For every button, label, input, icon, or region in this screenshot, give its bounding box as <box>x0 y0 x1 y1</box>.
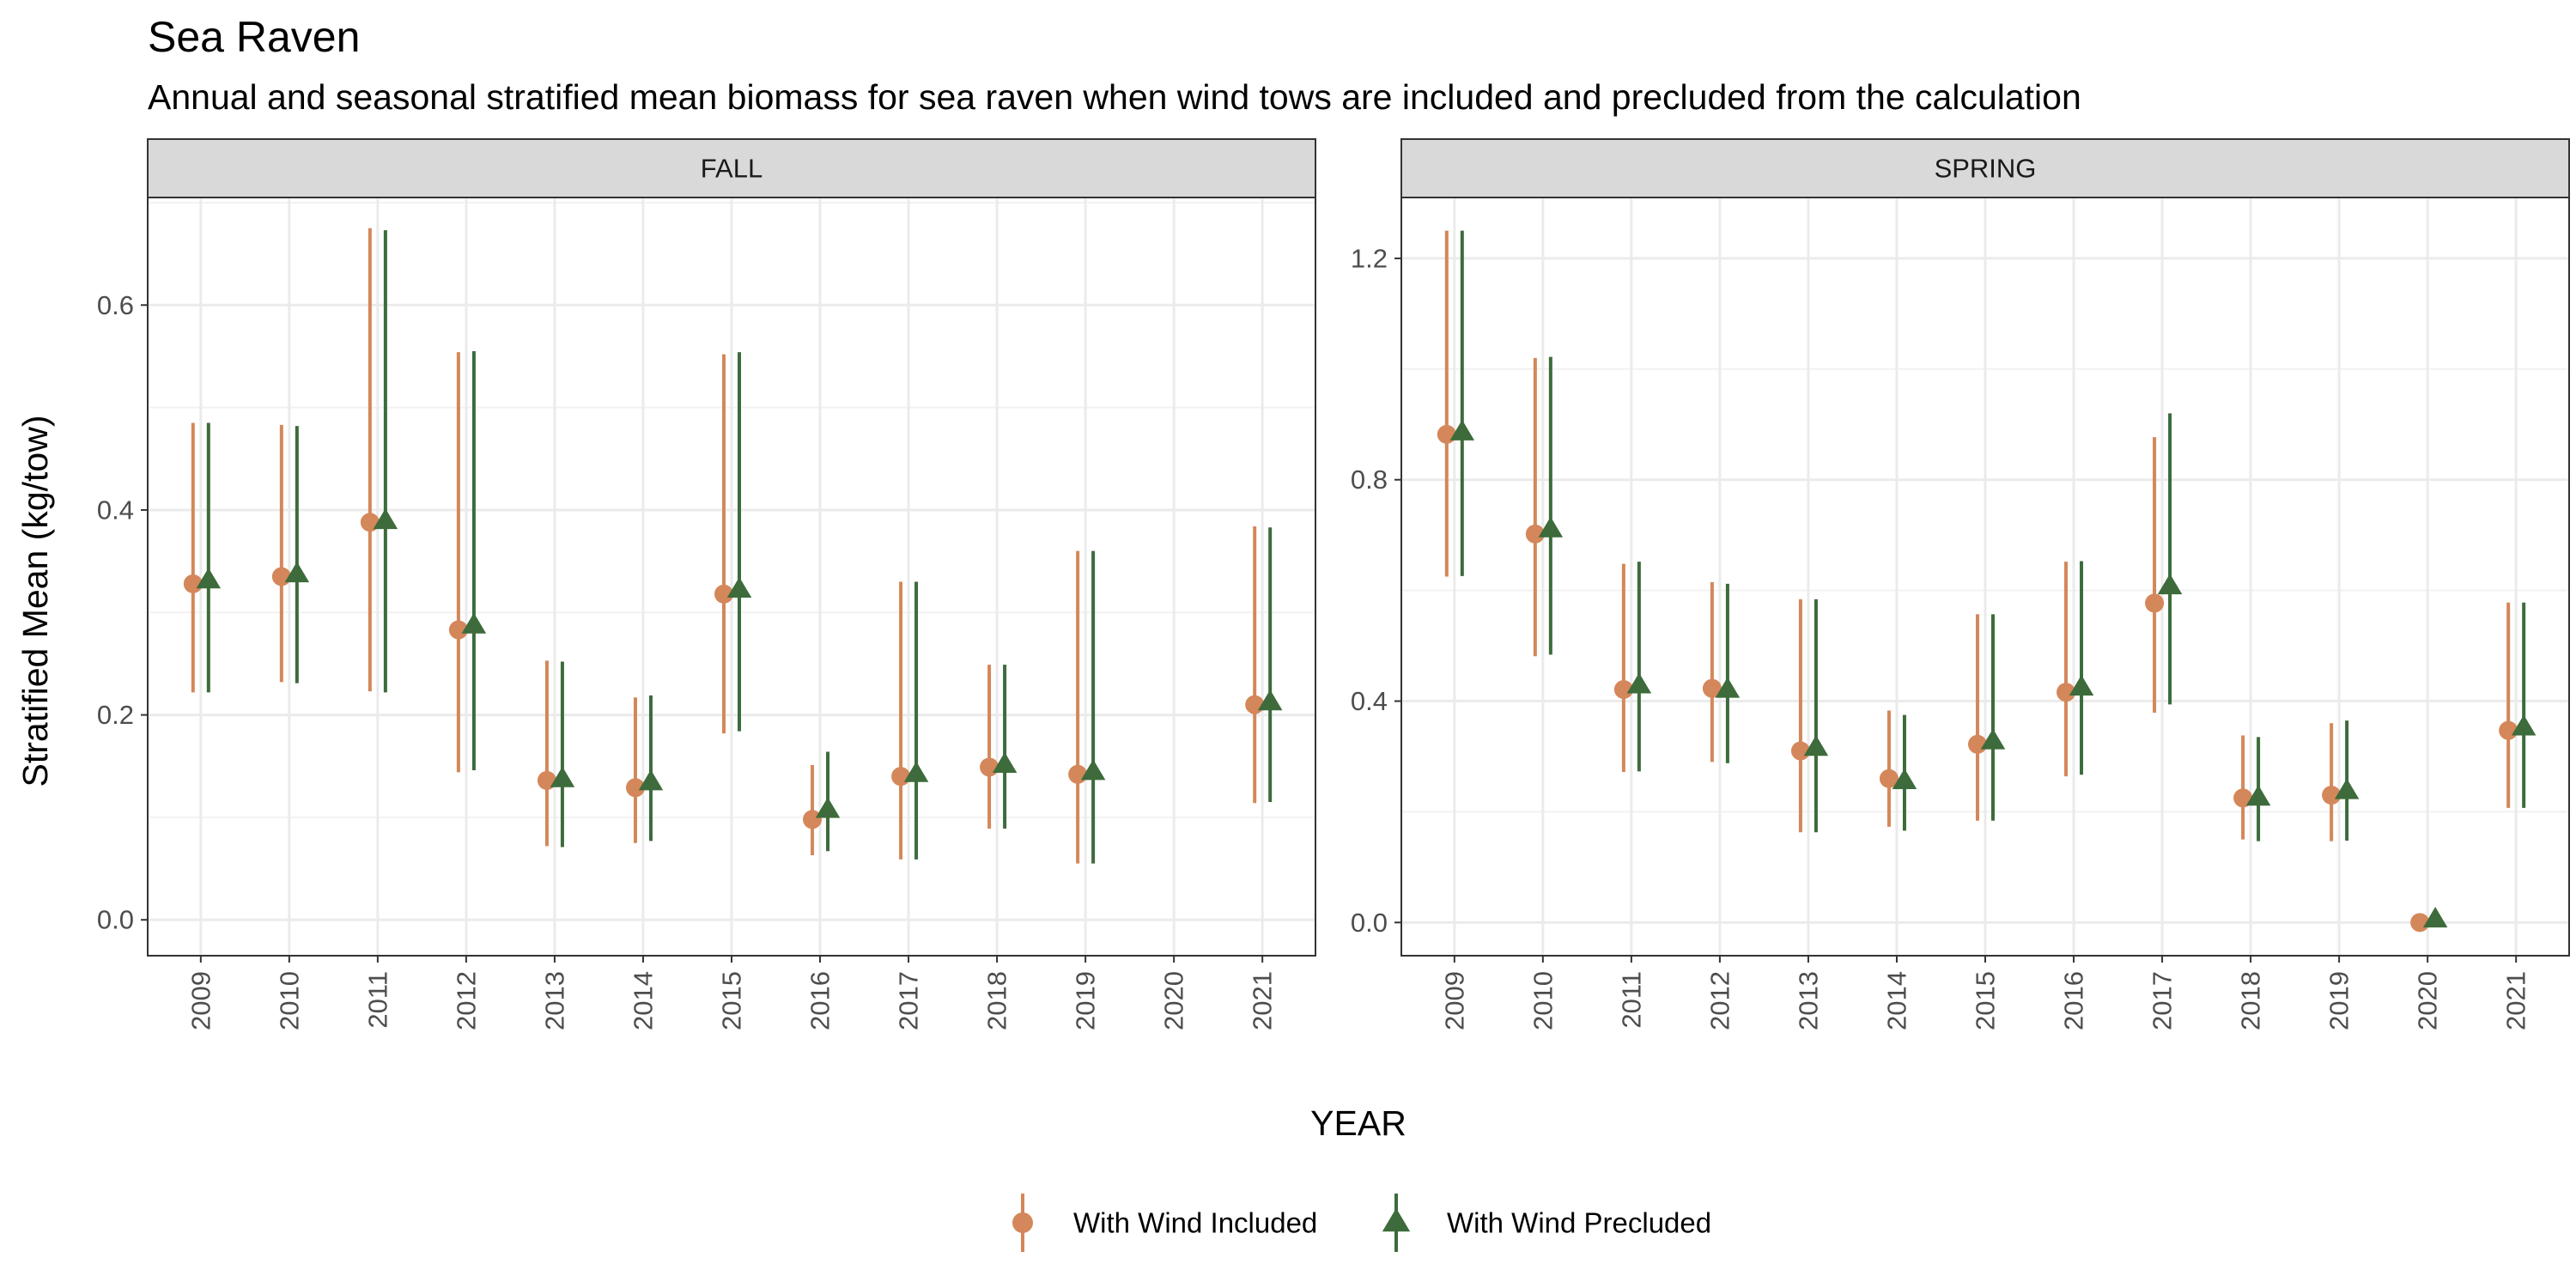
data-point-triangle <box>196 568 222 589</box>
x-tick-label: 2018 <box>982 971 1012 1030</box>
x-tick-label: 2013 <box>539 971 569 1030</box>
x-tick-label: 2017 <box>894 971 924 1030</box>
legend-item: With Wind Included <box>1012 1194 1317 1252</box>
x-tick-label: 2017 <box>2148 971 2178 1030</box>
x-tick-label: 2012 <box>451 971 481 1030</box>
y-tick-label: 0.2 <box>97 700 134 730</box>
y-tick-label: 0.6 <box>97 290 134 320</box>
x-tick-label: 2010 <box>1528 971 1558 1030</box>
panel-spring: SPRING 0.0 0.4 0.8 1.2 2009 2010 2011 2012 2013 20… <box>1351 138 2570 1030</box>
legend-key-triangle <box>1382 1208 1411 1232</box>
y-tick-label: 0.8 <box>1351 465 1388 495</box>
data-point-circle <box>1613 679 1633 699</box>
data-point-triangle <box>461 612 487 634</box>
legend-key-circle <box>1012 1212 1033 1233</box>
data-point-triangle <box>550 766 575 787</box>
x-tick-label: 2012 <box>1704 971 1735 1030</box>
data-point-circle <box>183 574 203 593</box>
y-tick-label: 0.0 <box>1351 908 1388 938</box>
facet-strip-label: SPRING <box>1935 154 2037 184</box>
data-point-circle <box>2057 683 2076 702</box>
x-tick-label: 2021 <box>1248 971 1278 1030</box>
x-tick-label: 2016 <box>805 971 835 1030</box>
data-point-circle <box>803 810 823 829</box>
y-tick-label: 1.2 <box>1351 243 1388 273</box>
x-tick-label: 2009 <box>1439 971 1469 1030</box>
data-point-triangle <box>903 761 929 782</box>
x-tick-label: 2014 <box>1881 971 1911 1030</box>
data-point-triangle <box>815 797 841 818</box>
data-point-triangle <box>1080 759 1106 781</box>
x-tick-label: 2009 <box>185 971 216 1030</box>
facet-strip-label: FALL <box>701 154 762 184</box>
x-tick-label: 2011 <box>362 971 392 1029</box>
data-point-triangle <box>1449 419 1475 440</box>
data-point-triangle <box>1626 672 1652 694</box>
panel-fall: FALL 0.0 0.2 0.4 0.6 2009 2010 2011 2012 2013 2014… <box>97 138 1316 1030</box>
data-point-circle <box>2322 786 2342 805</box>
data-point-triangle <box>284 562 310 583</box>
x-tick-label: 2019 <box>2324 971 2354 1030</box>
data-point-triangle <box>1715 677 1741 698</box>
x-tick-label: 2014 <box>628 971 658 1030</box>
x-tick-label: 2010 <box>274 971 304 1030</box>
x-tick-label: 2013 <box>1793 971 1823 1030</box>
facet-strip <box>147 138 1316 198</box>
data-point-triangle <box>992 752 1018 774</box>
facet-strip <box>1400 138 2570 198</box>
data-point-triangle <box>1803 735 1829 756</box>
data-point-triangle <box>2157 574 2183 595</box>
data-point-triangle <box>1892 768 1917 789</box>
x-axis-title: YEAR <box>1310 1103 1406 1143</box>
x-tick-label: 2015 <box>1971 971 2001 1030</box>
x-tick-label: 2019 <box>1071 971 1101 1030</box>
data-point-circle <box>1437 424 1456 444</box>
data-point-triangle <box>1980 728 2006 750</box>
x-tick-label: 2020 <box>1159 971 1189 1030</box>
data-point-circle <box>2233 788 2253 808</box>
legend-label: With Wind Precluded <box>1447 1207 1711 1239</box>
data-point-circle <box>1525 524 1545 544</box>
legend-item: With Wind Precluded <box>1382 1194 1711 1252</box>
legend-label: With Wind Included <box>1073 1207 1317 1239</box>
facet-panels: FALL 0.0 0.2 0.4 0.6 2009 2010 2011 2012 2013 2014… <box>97 138 2570 1030</box>
chart-subtitle: Annual and seasonal stratified mean biom… <box>148 77 2081 117</box>
legend: With Wind Included With Wind Precluded <box>1012 1194 1711 1252</box>
data-point-triangle <box>638 769 664 791</box>
x-tick-label: 2016 <box>2059 971 2089 1030</box>
y-tick-label: 0.0 <box>97 905 134 935</box>
y-axis-title: Stratified Mean (kg/tow) <box>15 416 55 787</box>
data-point-circle <box>2145 593 2165 613</box>
x-tick-label: 2021 <box>2501 971 2531 1030</box>
data-point-triangle <box>2334 778 2360 799</box>
data-point-triangle <box>2511 714 2537 736</box>
x-tick-label: 2018 <box>2236 971 2266 1030</box>
data-point-triangle <box>1538 516 1564 538</box>
data-point-triangle <box>1257 690 1283 711</box>
chart-title: Sea Raven <box>148 13 360 61</box>
data-point-triangle <box>2422 907 2448 928</box>
data-point-circle <box>448 620 468 640</box>
data-point-circle <box>1702 678 1722 698</box>
x-tick-label: 2011 <box>1616 971 1646 1029</box>
data-point-triangle <box>2069 675 2094 696</box>
x-tick-label: 2015 <box>717 971 747 1030</box>
data-point-triangle <box>2245 785 2271 806</box>
data-point-triangle <box>373 508 398 530</box>
x-tick-label: 2020 <box>2413 971 2443 1030</box>
y-tick-label: 0.4 <box>97 495 134 525</box>
data-point-circle <box>714 584 733 604</box>
y-tick-label: 0.4 <box>1351 686 1388 716</box>
data-point-circle <box>625 778 645 798</box>
data-point-triangle <box>726 577 752 598</box>
data-point-circle <box>1879 769 1899 788</box>
